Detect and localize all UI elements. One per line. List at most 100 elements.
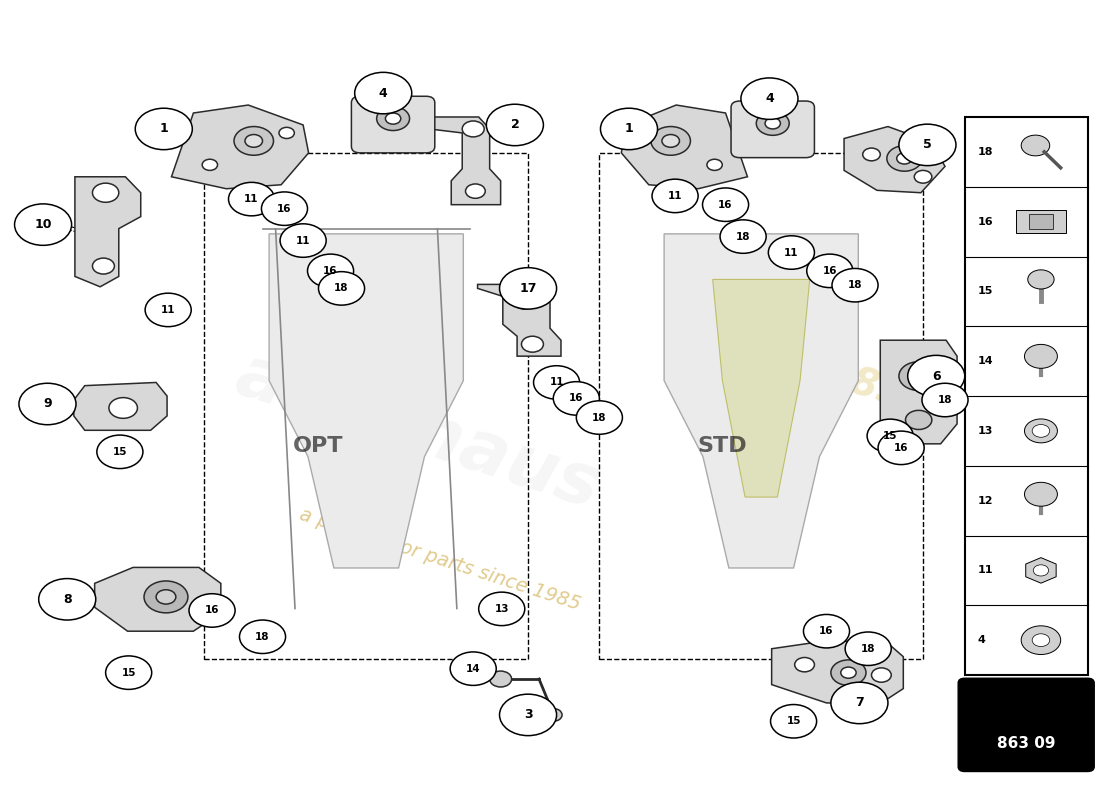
- Text: 1: 1: [625, 122, 634, 135]
- FancyBboxPatch shape: [383, 86, 403, 105]
- Circle shape: [914, 170, 932, 183]
- Text: 13: 13: [978, 426, 993, 436]
- Circle shape: [1032, 634, 1049, 646]
- Circle shape: [871, 668, 891, 682]
- Circle shape: [707, 159, 723, 170]
- FancyBboxPatch shape: [1028, 214, 1053, 229]
- Polygon shape: [429, 117, 500, 205]
- Text: 14: 14: [466, 664, 481, 674]
- Polygon shape: [844, 126, 945, 193]
- Circle shape: [109, 398, 138, 418]
- Text: autohaus: autohaus: [228, 341, 609, 523]
- Circle shape: [513, 291, 537, 309]
- Text: 5: 5: [923, 138, 932, 151]
- Text: 2: 2: [510, 118, 519, 131]
- Circle shape: [144, 581, 188, 613]
- Circle shape: [229, 182, 275, 216]
- Circle shape: [662, 134, 680, 147]
- Circle shape: [576, 401, 623, 434]
- Text: 6: 6: [932, 370, 940, 382]
- Text: 9: 9: [43, 398, 52, 410]
- Text: 16: 16: [323, 266, 338, 276]
- Circle shape: [1024, 482, 1057, 506]
- Text: 16: 16: [277, 204, 292, 214]
- Circle shape: [794, 658, 814, 672]
- Circle shape: [840, 667, 856, 678]
- Circle shape: [14, 204, 72, 246]
- Circle shape: [478, 592, 525, 626]
- Circle shape: [280, 224, 327, 258]
- Text: 4: 4: [378, 86, 387, 99]
- Circle shape: [1021, 626, 1060, 654]
- Circle shape: [862, 148, 880, 161]
- Text: 11: 11: [244, 194, 258, 204]
- Polygon shape: [270, 234, 463, 568]
- Circle shape: [490, 671, 512, 687]
- Polygon shape: [664, 234, 858, 568]
- Text: 16: 16: [978, 217, 993, 226]
- Text: 16: 16: [894, 443, 909, 453]
- Circle shape: [385, 113, 400, 124]
- Text: 18: 18: [978, 147, 993, 157]
- Circle shape: [910, 370, 927, 382]
- Polygon shape: [621, 105, 748, 189]
- Circle shape: [803, 614, 849, 648]
- Text: 18: 18: [334, 283, 349, 294]
- Text: 16: 16: [718, 200, 733, 210]
- Circle shape: [601, 108, 658, 150]
- Text: 18: 18: [592, 413, 606, 422]
- Circle shape: [189, 594, 235, 627]
- Circle shape: [240, 620, 286, 654]
- Text: 14: 14: [978, 356, 993, 366]
- Circle shape: [97, 435, 143, 469]
- Circle shape: [741, 78, 798, 119]
- Circle shape: [1024, 344, 1057, 368]
- Text: 18: 18: [861, 644, 876, 654]
- Text: 11: 11: [668, 191, 682, 201]
- Circle shape: [768, 236, 814, 270]
- Text: 3: 3: [524, 709, 532, 722]
- Text: OPT: OPT: [293, 437, 343, 457]
- Circle shape: [922, 383, 968, 417]
- Circle shape: [135, 108, 192, 150]
- Circle shape: [806, 254, 852, 287]
- Polygon shape: [1025, 558, 1056, 583]
- Text: 15: 15: [112, 447, 128, 457]
- Circle shape: [534, 366, 580, 399]
- Circle shape: [19, 383, 76, 425]
- Circle shape: [486, 104, 543, 146]
- Circle shape: [845, 632, 891, 666]
- Circle shape: [830, 660, 866, 686]
- Text: 10: 10: [34, 218, 52, 231]
- Text: 12: 12: [978, 496, 993, 506]
- Circle shape: [156, 590, 176, 604]
- Circle shape: [39, 578, 96, 620]
- Polygon shape: [75, 177, 141, 286]
- Polygon shape: [713, 279, 810, 497]
- Circle shape: [544, 709, 562, 722]
- Circle shape: [905, 410, 932, 430]
- Circle shape: [92, 183, 119, 202]
- Text: 15: 15: [121, 668, 136, 678]
- Circle shape: [867, 419, 913, 453]
- Circle shape: [376, 106, 409, 130]
- Circle shape: [770, 705, 816, 738]
- Text: 16: 16: [823, 266, 837, 276]
- Text: 15: 15: [978, 286, 993, 296]
- Polygon shape: [771, 641, 903, 703]
- Text: 18: 18: [736, 231, 750, 242]
- Text: 11: 11: [978, 566, 993, 575]
- Circle shape: [887, 146, 922, 171]
- Polygon shape: [880, 340, 957, 444]
- Circle shape: [92, 258, 114, 274]
- Circle shape: [899, 362, 938, 390]
- FancyBboxPatch shape: [351, 96, 435, 153]
- Text: 13: 13: [495, 604, 509, 614]
- Circle shape: [1032, 425, 1049, 438]
- Polygon shape: [477, 285, 561, 356]
- Circle shape: [766, 118, 780, 129]
- Text: 11: 11: [161, 305, 175, 315]
- Circle shape: [499, 268, 557, 309]
- Text: 7: 7: [855, 697, 864, 710]
- Text: 16: 16: [569, 394, 584, 403]
